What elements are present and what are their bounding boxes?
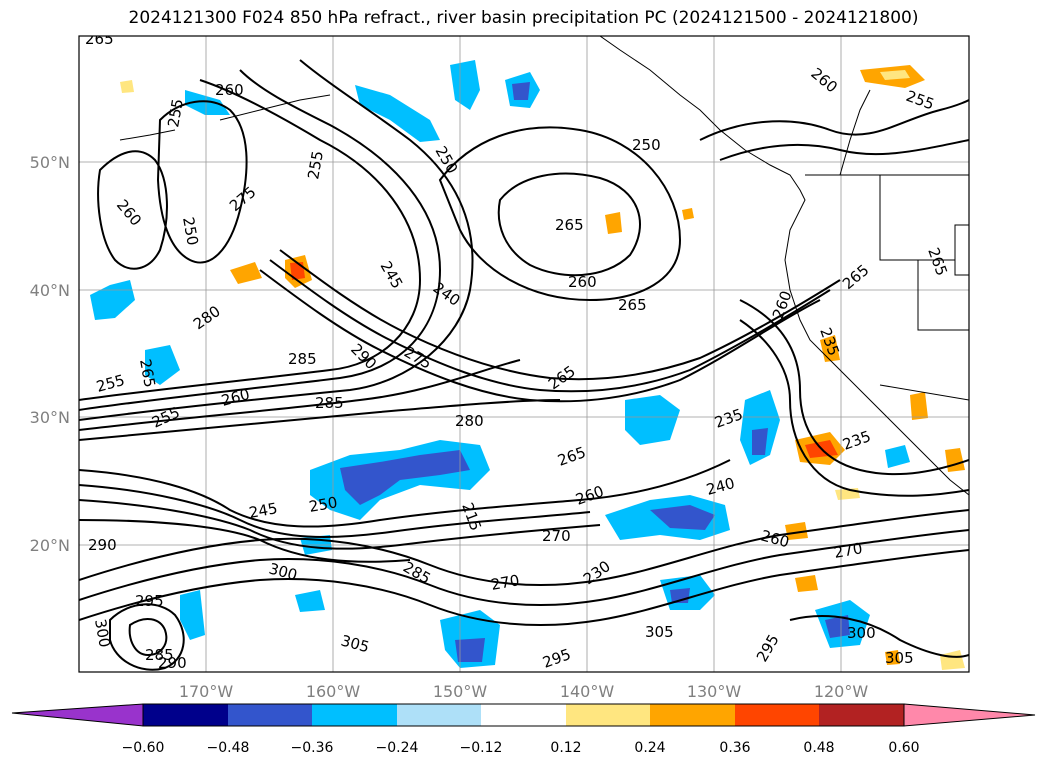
contour-label: 250 — [308, 493, 339, 516]
contour-label: 270 — [833, 539, 864, 562]
map-area — [79, 36, 969, 672]
map-title: 2024121300 F024 850 hPa refract., river … — [128, 8, 919, 28]
lon-label: 170°W — [179, 682, 234, 701]
contour-label: 290 — [88, 536, 117, 554]
colorbar-tick: 0.24 — [634, 740, 665, 756]
colorbar-segment — [566, 704, 650, 726]
graticule — [79, 36, 969, 672]
colorbar-segment — [650, 704, 735, 726]
lat-label: 50°N — [30, 153, 70, 172]
colorbar-tick: 0.12 — [550, 740, 581, 756]
lon-label: 140°W — [560, 682, 615, 701]
contour-label: 290 — [158, 654, 187, 672]
contour-label: 285 — [288, 350, 317, 368]
lon-label: 130°W — [687, 682, 742, 701]
contour-label: 300 — [847, 624, 876, 642]
contour-label: 255 — [164, 97, 187, 128]
colorbar-segment — [228, 704, 312, 726]
colorbar: −0.60 −0.48 −0.36 −0.24 −0.12 0.12 0.24 … — [11, 703, 1036, 756]
colorbar-segment — [312, 704, 397, 726]
contour-label: 295 — [135, 592, 164, 610]
contour-label: 305 — [885, 649, 914, 667]
colorbar-segment — [819, 704, 904, 726]
contour-label: 245 — [248, 499, 279, 522]
colorbar-tick: −0.48 — [207, 740, 250, 756]
lon-label: 150°W — [433, 682, 488, 701]
colorbar-tick: 0.36 — [719, 740, 750, 756]
colorbar-segment — [481, 704, 566, 726]
colorbar-tick: −0.60 — [122, 740, 165, 756]
contour-label: 270 — [490, 571, 521, 594]
contour-label: 305 — [645, 623, 674, 641]
coastline — [119, 36, 969, 496]
lat-label: 20°N — [30, 536, 70, 555]
latitude-axis: 50°N 40°N 30°N 20°N — [30, 153, 70, 555]
contour-label: 260 — [568, 273, 597, 291]
contour-label: 270 — [542, 527, 571, 545]
colorbar-outline — [142, 703, 905, 727]
contour-label: 265 — [555, 216, 584, 234]
contour-label: 260 — [215, 81, 244, 99]
contour-label: 265 — [618, 296, 647, 314]
lat-label: 40°N — [30, 281, 70, 300]
colorbar-segment — [735, 704, 819, 726]
contour-label: 285 — [315, 394, 344, 412]
colorbar-tick: −0.12 — [460, 740, 503, 756]
colorbar-segment — [397, 704, 481, 726]
longitude-axis: 170°W 160°W 150°W 140°W 130°W 120°W — [179, 682, 869, 701]
lat-label: 30°N — [30, 408, 70, 427]
colorbar-tick: 0.60 — [888, 740, 919, 756]
colorbar-segment — [143, 704, 228, 726]
contour-label: 265 — [85, 30, 114, 48]
colorbar-tick: 0.48 — [803, 740, 834, 756]
contour-label: 255 — [304, 149, 327, 180]
contour-label: 250 — [179, 216, 202, 247]
lon-label: 120°W — [814, 682, 869, 701]
lon-label: 160°W — [306, 682, 361, 701]
colorbar-tick: −0.24 — [376, 740, 419, 756]
contour-label: 300 — [91, 618, 114, 649]
colorbar-tick: −0.36 — [291, 740, 334, 756]
contour-label: 285 — [145, 646, 174, 664]
colorbar-extend-min — [11, 703, 144, 727]
map-border — [78, 35, 970, 673]
contour-label: 265 — [136, 358, 159, 389]
contour-label: 280 — [455, 412, 484, 430]
colorbar-extend-max — [903, 703, 1036, 727]
contour-lines — [79, 59, 969, 671]
contour-label: 250 — [632, 136, 661, 154]
